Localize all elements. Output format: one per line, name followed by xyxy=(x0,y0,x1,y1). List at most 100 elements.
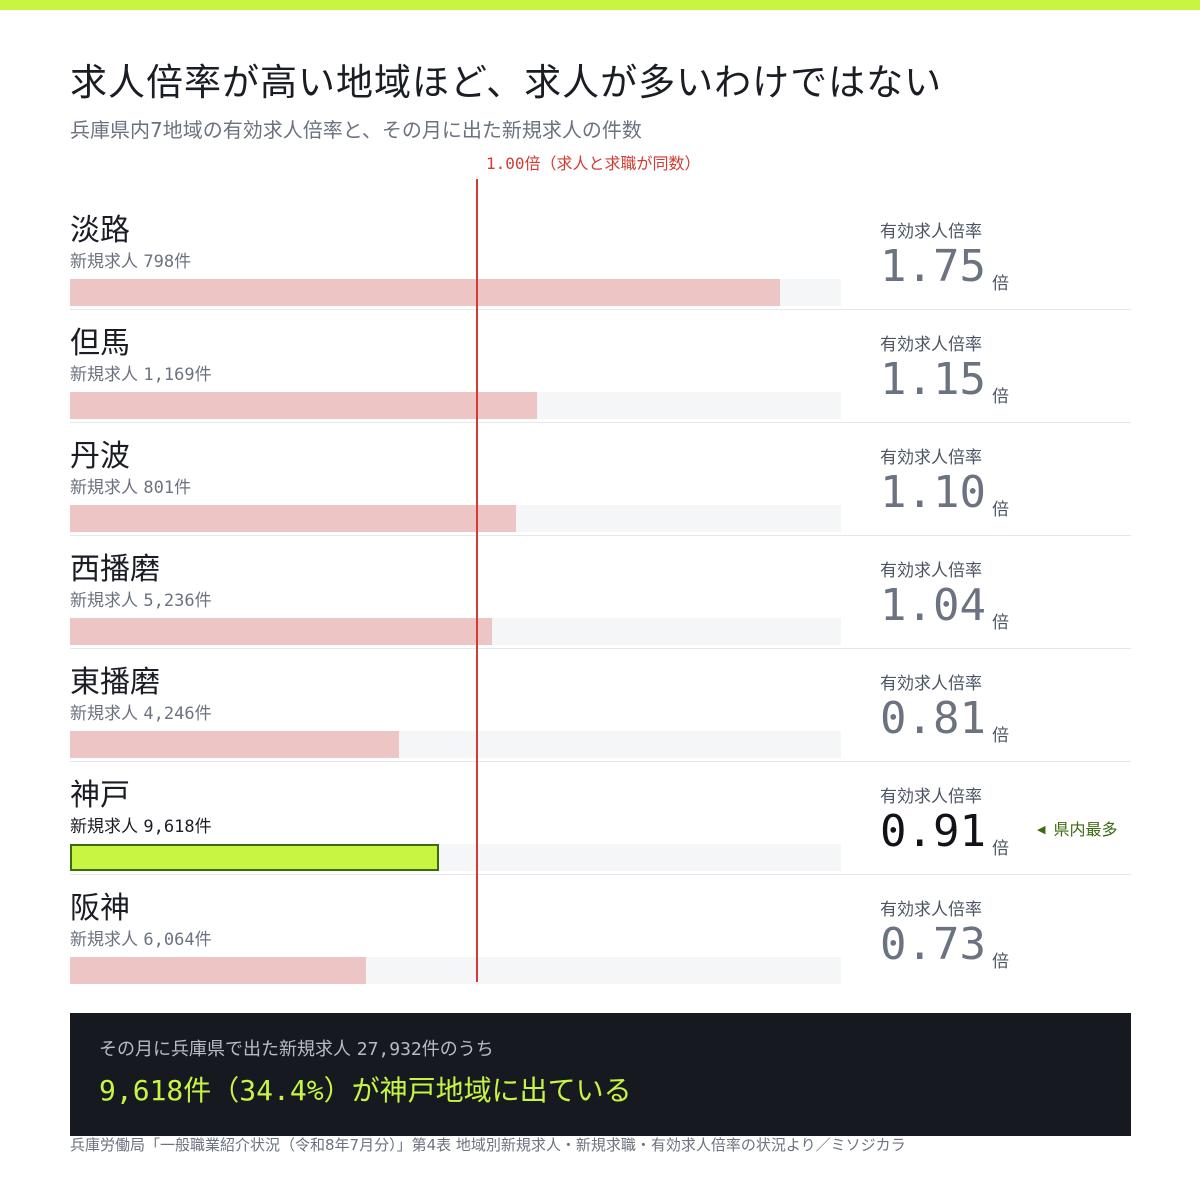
region-row: 神戸 新規求人 9,618件 有効求人倍率 0.91 倍 ◀ 県内最多 xyxy=(70,762,1131,875)
ratio-bar xyxy=(70,279,780,306)
ratio-unit: 倍 xyxy=(992,500,1009,520)
row-divider xyxy=(70,535,1131,536)
ratio-unit: 倍 xyxy=(992,839,1009,859)
ratio-unit: 倍 xyxy=(992,387,1009,407)
ratio-value: 0.81 xyxy=(880,693,986,744)
ratio-value: 1.04 xyxy=(880,580,986,631)
summary-lead-text: その月に兵庫県で出た新規求人 xyxy=(99,1039,351,1060)
summary-lead-total: 27,932件 xyxy=(356,1039,440,1060)
count-prefix: 新規求人 xyxy=(70,930,138,950)
summary-box: その月に兵庫県で出た新規求人 27,932件のうち 9,618件（34.4%）が… xyxy=(70,1013,1131,1136)
reference-line xyxy=(476,179,478,982)
ratio-value: 0.73 xyxy=(880,919,986,970)
count-value: 6,064 xyxy=(143,930,195,950)
ratio-value: 1.10 xyxy=(880,467,986,518)
ratio-label: 有効求人倍率 xyxy=(880,674,982,694)
new-jobs-count: 新規求人 801件 xyxy=(70,473,191,498)
summary-main: 9,618件（34.4%）が神戸地域に出ている xyxy=(99,1069,632,1109)
ratio-unit: 倍 xyxy=(992,274,1009,294)
count-prefix: 新規求人 xyxy=(70,591,138,611)
count-value: 5,236 xyxy=(143,591,195,611)
ratio-bar xyxy=(70,392,537,419)
ratio-label: 有効求人倍率 xyxy=(880,222,982,242)
bar-track xyxy=(70,957,841,984)
region-row: 西播磨 新規求人 5,236件 有効求人倍率 1.04 倍 xyxy=(70,536,1131,649)
region-name: 東播磨 xyxy=(70,665,160,700)
new-jobs-count: 新規求人 6,064件 xyxy=(70,925,212,950)
ratio-value: 0.91 xyxy=(880,806,986,857)
row-divider xyxy=(70,874,1131,875)
max-tag: ◀ 県内最多 xyxy=(1037,816,1117,840)
count-prefix: 新規求人 xyxy=(70,365,138,385)
count-value: 4,246 xyxy=(143,704,195,724)
count-suffix: 件 xyxy=(194,817,212,837)
new-jobs-count: 新規求人 798件 xyxy=(70,247,191,272)
count-suffix: 件 xyxy=(194,365,212,385)
ratio-label: 有効求人倍率 xyxy=(880,561,982,581)
bar-track xyxy=(70,731,841,758)
count-suffix: 件 xyxy=(174,252,192,272)
count-prefix: 新規求人 xyxy=(70,478,138,498)
count-prefix: 新規求人 xyxy=(70,252,138,272)
row-divider xyxy=(70,648,1131,649)
source-note: 兵庫労働局「一般職業紹介状況（令和8年7月分）」第4表 地域別新規求人・新規求職… xyxy=(70,1136,906,1154)
region-row: 但馬 新規求人 1,169件 有効求人倍率 1.15 倍 xyxy=(70,310,1131,423)
ratio-label: 有効求人倍率 xyxy=(880,900,982,920)
region-name: 但馬 xyxy=(70,326,130,361)
ratio-unit: 倍 xyxy=(992,613,1009,633)
bar-track xyxy=(70,618,841,645)
bar-track xyxy=(70,505,841,532)
summary-main-count: 9,618件（34.4%） xyxy=(99,1074,352,1107)
chart-title: 求人倍率が高い地域ほど、求人が多いわけではない xyxy=(70,61,943,104)
count-suffix: 件 xyxy=(174,478,192,498)
count-value: 798 xyxy=(143,252,175,272)
summary-main-text: が神戸地域に出ている xyxy=(351,1074,632,1107)
region-row: 東播磨 新規求人 4,246件 有効求人倍率 0.81 倍 xyxy=(70,649,1131,762)
ratio-unit: 倍 xyxy=(992,952,1009,972)
count-suffix: 件 xyxy=(194,930,212,950)
reference-line-label: 1.00倍（求人と求職が同数） xyxy=(486,154,701,173)
summary-lead-tail: のうち xyxy=(439,1039,494,1060)
row-divider xyxy=(70,761,1131,762)
region-name: 丹波 xyxy=(70,439,130,474)
count-suffix: 件 xyxy=(194,591,212,611)
bar-track xyxy=(70,392,841,419)
count-value: 801 xyxy=(143,478,175,498)
count-value: 1,169 xyxy=(143,365,195,385)
row-divider xyxy=(70,422,1131,423)
ratio-bar xyxy=(70,618,492,645)
count-prefix: 新規求人 xyxy=(70,704,138,724)
ratio-label: 有効求人倍率 xyxy=(880,335,982,355)
top-accent-bar xyxy=(0,0,1200,10)
new-jobs-count: 新規求人 5,236件 xyxy=(70,586,212,611)
region-name: 西播磨 xyxy=(70,552,160,587)
region-row: 丹波 新規求人 801件 有効求人倍率 1.10 倍 xyxy=(70,423,1131,536)
count-prefix: 新規求人 xyxy=(70,817,138,837)
summary-lead: その月に兵庫県で出た新規求人 27,932件のうち xyxy=(99,1035,494,1061)
new-jobs-count: 新規求人 9,618件 xyxy=(70,812,212,837)
region-name: 淡路 xyxy=(70,213,130,248)
count-suffix: 件 xyxy=(194,704,212,724)
ratio-unit: 倍 xyxy=(992,726,1009,746)
chart-subtitle: 兵庫県内7地域の有効求人倍率と、その月に出た新規求人の件数 xyxy=(70,118,642,142)
region-name: 神戸 xyxy=(70,778,130,813)
ratio-bar xyxy=(70,505,516,532)
ratio-bar xyxy=(70,731,399,758)
ratio-bar xyxy=(70,844,439,871)
new-jobs-count: 新規求人 4,246件 xyxy=(70,699,212,724)
region-row: 阪神 新規求人 6,064件 有効求人倍率 0.73 倍 xyxy=(70,875,1131,988)
bar-track xyxy=(70,844,841,871)
region-row: 淡路 新規求人 798件 有効求人倍率 1.75 倍 xyxy=(70,197,1131,310)
row-divider xyxy=(70,309,1131,310)
new-jobs-count: 新規求人 1,169件 xyxy=(70,360,212,385)
ratio-bar xyxy=(70,957,366,984)
ratio-label: 有効求人倍率 xyxy=(880,448,982,468)
max-tag-label: 県内最多 xyxy=(1053,820,1118,839)
ratio-value: 1.15 xyxy=(880,354,986,405)
bar-track xyxy=(70,279,841,306)
ratio-label: 有効求人倍率 xyxy=(880,787,982,807)
triangle-left-icon: ◀ xyxy=(1037,823,1046,836)
count-value: 9,618 xyxy=(143,817,195,837)
region-name: 阪神 xyxy=(70,891,130,926)
ratio-value: 1.75 xyxy=(880,241,986,292)
